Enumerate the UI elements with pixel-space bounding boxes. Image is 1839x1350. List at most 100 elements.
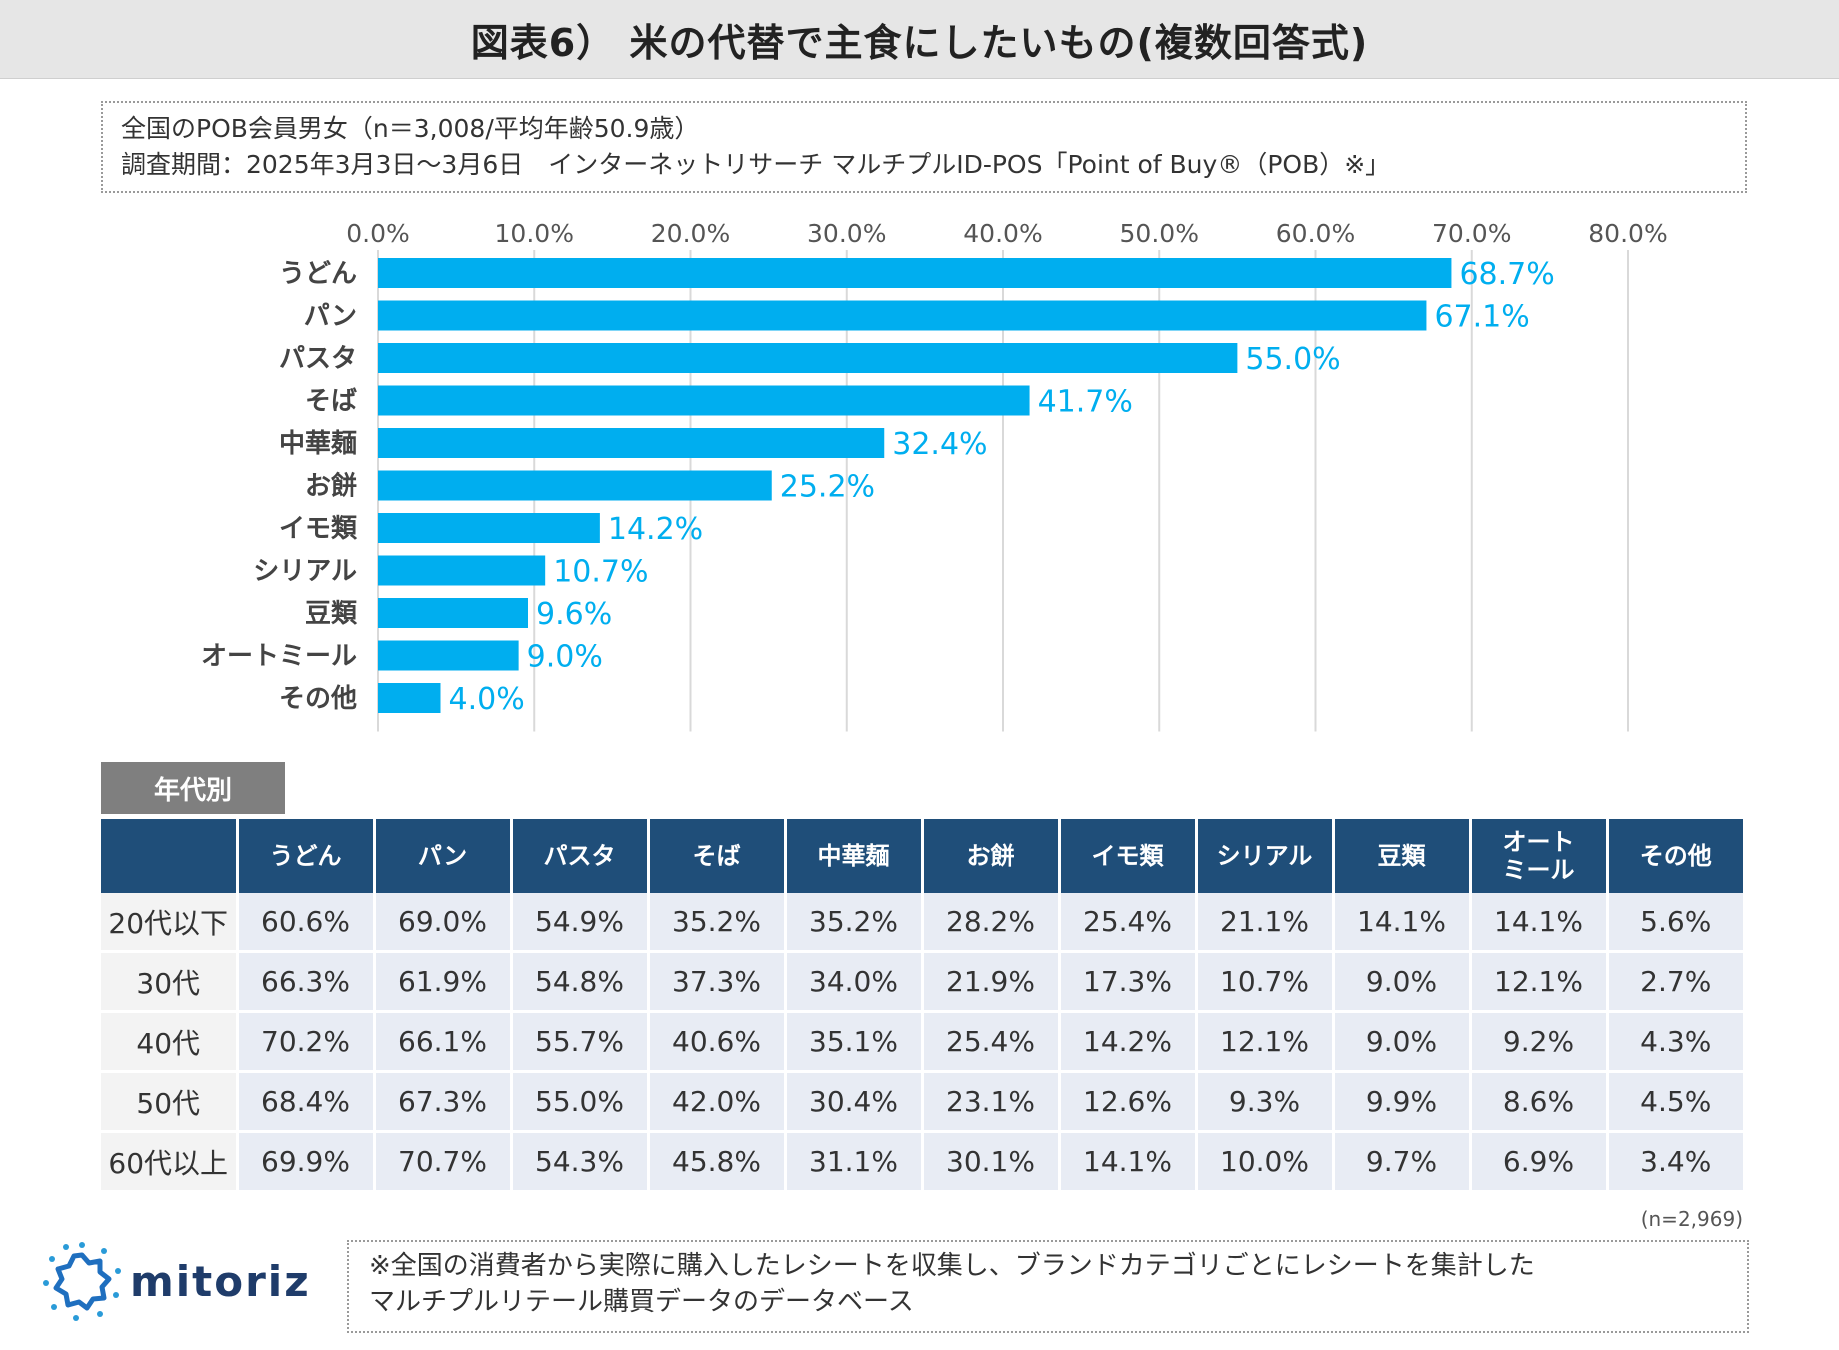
row-label: 40代 xyxy=(101,1011,239,1073)
table-cell: 9.3% xyxy=(1196,1071,1335,1133)
table-cell: 14.1% xyxy=(1470,893,1609,953)
x-tick-label: 0.0% xyxy=(346,219,410,248)
data-label: 10.7% xyxy=(553,555,648,590)
table-header-cell: イモ類 xyxy=(1059,819,1198,893)
footnote-line-2: マルチプルリテール購買データのデータベース xyxy=(369,1287,914,1317)
bar xyxy=(378,385,1030,416)
table-header-cell: うどん xyxy=(237,819,376,893)
table-row: 50代 68.4% 67.3% 55.0% 42.0% 30.4% 23.1% 12.6% 9.… xyxy=(101,1071,1743,1133)
category-label: 豆類 xyxy=(305,599,358,629)
table-cell: 12.1% xyxy=(1196,1011,1335,1073)
table-cell: 9.7% xyxy=(1333,1131,1472,1193)
table-cell: 3.4% xyxy=(1607,1131,1743,1193)
footnote-line-1: ※全国の消費者から実際に購入したレシートを収集し、ブランドカテゴリごとにレシート… xyxy=(369,1251,1535,1281)
data-label: 25.2% xyxy=(780,470,875,505)
table-cell: 9.0% xyxy=(1333,951,1472,1013)
table-cell: 40.6% xyxy=(648,1011,787,1073)
category-label: パスタ xyxy=(279,344,357,374)
table-cell: 21.9% xyxy=(922,951,1061,1013)
table-header-cell: オート ミール xyxy=(1470,819,1609,893)
bar xyxy=(378,640,519,671)
data-label: 41.7% xyxy=(1038,385,1133,420)
table-cell: 4.5% xyxy=(1607,1071,1743,1133)
logo-text: mitoriz xyxy=(130,1256,311,1306)
x-tick-label: 60.0% xyxy=(1276,219,1355,248)
data-label: 55.0% xyxy=(1245,342,1340,377)
table-header-cell: 豆類 xyxy=(1333,819,1472,893)
table-cell: 2.7% xyxy=(1607,951,1743,1013)
bar xyxy=(378,258,1452,288)
bar xyxy=(378,555,546,586)
table-cell: 30.1% xyxy=(922,1131,1061,1193)
data-label: 32.4% xyxy=(892,427,987,462)
table-cell: 37.3% xyxy=(648,951,787,1013)
table-cell: 69.0% xyxy=(374,893,513,953)
table-cell: 30.4% xyxy=(785,1071,924,1133)
table-cell: 12.6% xyxy=(1059,1071,1198,1133)
bar xyxy=(378,513,600,543)
page-title: 図表6） 米の代替で主食にしたいもの(複数回答式) xyxy=(470,20,1369,65)
table-cell: 25.4% xyxy=(922,1011,1061,1073)
category-label: お餅 xyxy=(305,471,357,502)
footnote-box: ※全国の消費者から実際に購入したレシートを収集し、ブランドカテゴリごとにレシート… xyxy=(347,1240,1749,1333)
bar xyxy=(378,343,1238,373)
table-cell: 54.8% xyxy=(511,951,650,1013)
table-cell: 67.3% xyxy=(374,1071,513,1133)
table-cell: 28.2% xyxy=(922,893,1061,953)
sun-ring-logo-icon xyxy=(43,1242,121,1321)
table-cell: 70.2% xyxy=(237,1011,376,1073)
bar xyxy=(378,683,441,713)
category-label: パン xyxy=(304,302,357,332)
data-label: 9.6% xyxy=(536,597,612,632)
table-row: 30代 66.3% 61.9% 54.8% 37.3% 34.0% 21.9% 17.3% 10… xyxy=(101,951,1743,1013)
table-cell: 68.4% xyxy=(237,1071,376,1133)
table-cell: 4.3% xyxy=(1607,1011,1743,1073)
table-cell: 66.3% xyxy=(237,951,376,1013)
table-cell: 21.1% xyxy=(1196,893,1335,953)
table-cell: 14.1% xyxy=(1333,893,1472,953)
table-header-cell: パスタ xyxy=(511,819,650,893)
row-label: 30代 xyxy=(101,951,239,1013)
data-label: 68.7% xyxy=(1459,257,1554,292)
table-cell: 34.0% xyxy=(785,951,924,1013)
data-label: 4.0% xyxy=(449,682,525,717)
x-tick-label: 50.0% xyxy=(1120,219,1199,248)
x-tick-label: 40.0% xyxy=(963,219,1042,248)
table-cell: 14.2% xyxy=(1059,1011,1198,1073)
table-cell: 45.8% xyxy=(648,1131,787,1193)
bar xyxy=(378,428,885,458)
data-label: 9.0% xyxy=(527,640,603,675)
bar xyxy=(378,470,772,501)
mitoriz-logo: mitoriz xyxy=(42,1236,332,1326)
table-cell: 60.6% xyxy=(237,893,376,953)
age-group-tag: 年代別 xyxy=(101,762,285,814)
table-cell: 70.7% xyxy=(374,1131,513,1193)
table-cell: 54.9% xyxy=(511,893,650,953)
x-tick-label: 20.0% xyxy=(651,219,730,248)
table-cell: 5.6% xyxy=(1607,893,1743,953)
table-cell: 6.9% xyxy=(1470,1131,1609,1193)
survey-info-box: 全国のPOB会員男女（n＝3,008/平均年齢50.9歳） 調査期間：2025年… xyxy=(101,101,1747,193)
table-header-cell: 中華麺 xyxy=(785,819,924,893)
table-cell: 69.9% xyxy=(237,1131,376,1193)
table-cell: 23.1% xyxy=(922,1071,1061,1133)
bar xyxy=(378,598,528,628)
table-cell: 54.3% xyxy=(511,1131,650,1193)
category-label: その他 xyxy=(279,684,357,714)
x-tick-label: 10.0% xyxy=(495,219,574,248)
survey-sample-line: 全国のPOB会員男女（n＝3,008/平均年齢50.9歳） xyxy=(121,114,700,143)
x-tick-label: 80.0% xyxy=(1588,219,1667,248)
category-label: シリアル xyxy=(253,557,357,587)
title-bar: 図表6） 米の代替で主食にしたいもの(複数回答式) xyxy=(0,0,1839,79)
table-cell: 17.3% xyxy=(1059,951,1198,1013)
table-cell: 35.1% xyxy=(785,1011,924,1073)
table-cell: 35.2% xyxy=(648,893,787,953)
row-label: 20代以下 xyxy=(101,893,239,953)
survey-period-line: 調査期間：2025年3月3日～3月6日 インターネットリサーチ マルチプルID-… xyxy=(121,150,1391,179)
table-cell: 10.0% xyxy=(1196,1131,1335,1193)
bar xyxy=(378,300,1427,331)
table-cell: 66.1% xyxy=(374,1011,513,1073)
category-label: そば xyxy=(305,387,357,417)
table-header-row: うどん パン パスタ そば 中華麺 お餅 イモ類 シリアル 豆類 オート ミール その他 xyxy=(101,819,1743,893)
table-header-corner xyxy=(101,819,239,893)
